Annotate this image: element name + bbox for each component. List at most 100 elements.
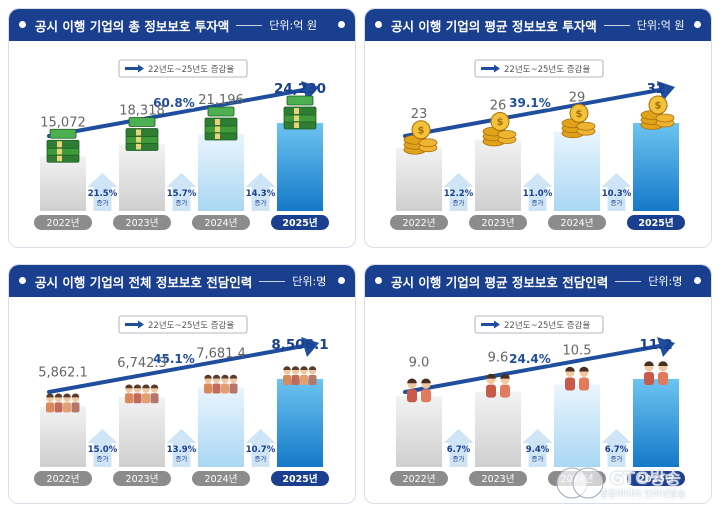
header-dot-icon bbox=[694, 21, 701, 28]
trend-arrow bbox=[47, 87, 311, 138]
bar bbox=[119, 397, 165, 467]
growth-pct: 13.9% bbox=[167, 445, 197, 455]
chart-unit: 단위:억 원 bbox=[636, 19, 685, 32]
people-group-icon bbox=[46, 393, 80, 413]
year-label: 2023년 bbox=[126, 218, 159, 229]
chart-total-investment: 22년도~25년도 증감율 60.8% 15,072 2022년 18,318 2023년… bbox=[34, 59, 329, 230]
value-label: 21,196 bbox=[198, 93, 244, 108]
year-label: 2023년 bbox=[482, 474, 515, 485]
year-label: 2025년 bbox=[638, 473, 673, 485]
growth-pct: 12.2% bbox=[444, 189, 474, 199]
person-pair-icon bbox=[486, 373, 510, 398]
chart-title: 공시 이행 기업의 평균 정보보호 투자액 bbox=[391, 18, 597, 34]
growth-indicator: 15.0%증가 bbox=[87, 429, 118, 467]
panel-header: 공시 이행 기업의 전체 정보보호 전담인력 단위:명 bbox=[9, 265, 355, 297]
money-stack-icon bbox=[125, 117, 159, 151]
value-label: 11.2 bbox=[639, 337, 672, 353]
growth-indicator: 14.3%증가 bbox=[245, 173, 276, 211]
header-divider bbox=[236, 24, 263, 26]
coin-stack-icon: $ bbox=[403, 120, 438, 155]
value-label: 15,072 bbox=[40, 115, 86, 130]
chart-average-staff: 22년도~25년도 증감율 24.4% 9.0 2022년 9.6 2023년 10.5 20… bbox=[390, 315, 685, 486]
people-group-icon bbox=[204, 374, 238, 394]
person-pair-icon bbox=[644, 361, 668, 385]
legend-text: 22년도~25년도 증감율 bbox=[504, 320, 590, 331]
watermark: GTO방송 종합미디어 인터넷방송 bbox=[544, 461, 714, 507]
year-pill bbox=[469, 471, 527, 486]
growth-indicator: 15.7%증가 bbox=[166, 173, 197, 211]
year-label: 2023년 bbox=[482, 218, 515, 229]
chart-unit: 단위:억 원 bbox=[269, 19, 317, 32]
header-divider bbox=[259, 280, 286, 282]
year-label: 2025년 bbox=[638, 217, 673, 229]
value-label: 7,681.4 bbox=[196, 347, 246, 362]
year-pill bbox=[390, 215, 448, 230]
money-stack-icon bbox=[204, 106, 238, 141]
bar bbox=[554, 384, 600, 467]
growth-indicator: 9.4%증가 bbox=[522, 429, 553, 467]
legend: 22년도~25년도 증감율 bbox=[474, 315, 604, 334]
value-label: 9.0 bbox=[409, 355, 430, 370]
person-pair-icon bbox=[565, 366, 589, 391]
bar bbox=[633, 123, 679, 211]
bar bbox=[475, 139, 521, 211]
bar bbox=[198, 134, 244, 211]
watermark-text: GTO방송 bbox=[610, 469, 681, 489]
trend-arrow bbox=[403, 343, 667, 394]
total-growth-label: 24.4% bbox=[509, 352, 551, 366]
chart-title: 공시 이행 기업의 총 정보보호 투자액 bbox=[35, 18, 230, 34]
growth-note: 증가 bbox=[611, 454, 623, 463]
money-stack-icon bbox=[46, 128, 80, 163]
year-label: 2022년 bbox=[47, 218, 80, 229]
year-pill bbox=[390, 471, 448, 486]
year-pill bbox=[271, 471, 329, 486]
coin-stack-icon: $ bbox=[561, 103, 596, 139]
growth-note: 증가 bbox=[97, 198, 109, 207]
year-label: 2022년 bbox=[47, 474, 80, 485]
value-label: 32 bbox=[647, 81, 666, 97]
header-dot-icon bbox=[338, 21, 345, 28]
growth-arrow-icon bbox=[245, 429, 276, 467]
header-dot-icon bbox=[694, 277, 701, 284]
header-dot-icon bbox=[375, 21, 382, 28]
header-divider bbox=[603, 24, 630, 26]
total-growth-label: 39.1% bbox=[509, 96, 551, 110]
legend-arrow-icon bbox=[138, 320, 144, 329]
header-divider bbox=[615, 280, 642, 282]
growth-indicator: 11.0%증가 bbox=[522, 173, 553, 211]
bar bbox=[277, 379, 323, 467]
bar bbox=[40, 406, 86, 467]
value-label: 10.5 bbox=[563, 344, 592, 359]
growth-arrow-icon bbox=[245, 173, 276, 211]
growth-pct: 14.3% bbox=[246, 189, 276, 199]
trend-arrow bbox=[47, 343, 311, 394]
growth-note: 증가 bbox=[255, 198, 267, 207]
chart-title: 공시 이행 기업의 평균 정보보호 전담인력 bbox=[391, 274, 609, 290]
svg-text:$: $ bbox=[497, 117, 504, 128]
coin-stack-icon: $ bbox=[640, 95, 675, 130]
growth-arrow-icon bbox=[522, 173, 553, 211]
panel-header: 공시 이행 기업의 총 정보보호 투자액 단위:억 원 bbox=[9, 9, 355, 41]
year-label: 2024년 bbox=[205, 218, 238, 229]
growth-indicator: 6.7%증가 bbox=[443, 429, 474, 467]
growth-indicator: 10.7%증가 bbox=[245, 429, 276, 467]
growth-note: 증가 bbox=[255, 454, 267, 463]
year-label: 2025년 bbox=[282, 473, 317, 485]
svg-text:$: $ bbox=[576, 109, 583, 120]
trend-arrow-head-icon bbox=[657, 337, 675, 357]
chart-unit: 단위:명 bbox=[292, 275, 327, 288]
chart-average-investment: 22년도~25년도 증감율 39.1% $23 2022년 $26 2023년 $29 202… bbox=[390, 59, 685, 230]
year-pill bbox=[34, 215, 92, 230]
growth-arrow-icon bbox=[87, 429, 118, 467]
growth-note: 증가 bbox=[532, 198, 544, 207]
panel-average-staff: 공시 이행 기업의 평균 정보보호 전담인력 단위:명 22년도~25년도 증감… bbox=[364, 264, 712, 504]
bar bbox=[396, 396, 442, 467]
svg-text:$: $ bbox=[655, 101, 662, 112]
value-label: 8,506.1 bbox=[271, 337, 328, 353]
panel-header: 공시 이행 기업의 평균 정보보호 전담인력 단위:명 bbox=[365, 265, 711, 297]
money-stack-icon bbox=[283, 95, 317, 130]
legend-arrow-icon bbox=[138, 64, 144, 73]
growth-arrow-icon bbox=[601, 173, 632, 211]
growth-indicator: 13.9%증가 bbox=[166, 429, 197, 467]
bar bbox=[475, 391, 521, 467]
